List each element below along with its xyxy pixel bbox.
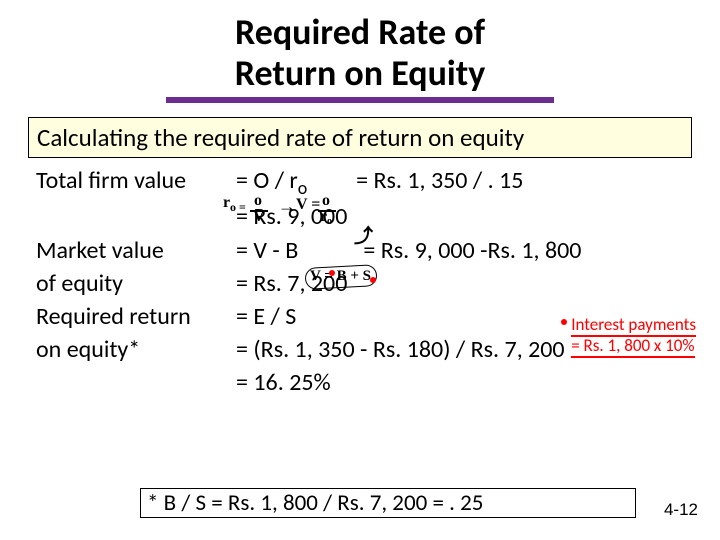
subtitle-box: Calculating the required rate of return … (28, 117, 692, 158)
row-mv: Market value = V - B = Rs. 9, 000 -Rs. 1… (36, 234, 684, 267)
row-tfv: Total firm value = O / ro = Rs. 1, 350 /… (36, 164, 684, 201)
rr-val3: = 16. 25% (236, 366, 684, 399)
hand-frac2 (318, 210, 336, 212)
slide-title: Required Rate of Return on Equity (0, 0, 720, 95)
row-rr3: = 16. 25% (36, 366, 684, 399)
mv-label2: of equity (36, 267, 236, 300)
tfv-val1: = O / ro = Rs. 1, 350 / . 15 (236, 164, 684, 201)
title-line1: Required Rate of (235, 10, 485, 54)
title-underline (166, 97, 554, 103)
tfv-label: Total firm value (36, 164, 236, 201)
page-number: 4-12 (664, 500, 698, 520)
tfv-val2: = Rs. 9, 000 (236, 200, 684, 233)
red-dot-2 (370, 277, 376, 283)
rr-label2: on equity* (36, 333, 236, 366)
hand-vbs-oval (304, 264, 377, 290)
title-line2: Return on Equity (235, 51, 486, 95)
mv-val1: = V - B = Rs. 9, 000 -Rs. 1, 800 (236, 234, 684, 267)
footnote-text: * B / S = Rs. 1, 800 / Rs. 7, 200 = . 25 (147, 489, 483, 517)
subtitle-text: Calculating the required rate of return … (37, 122, 524, 153)
footnote-box: * B / S = Rs. 1, 800 / Rs. 7, 200 = . 25 (140, 488, 636, 518)
red-dot-1 (329, 270, 335, 276)
hand-frac1 (250, 210, 268, 212)
callout-l2: = Rs. 1, 800 x 10% (571, 335, 694, 358)
mv-label1: Market value (36, 234, 236, 267)
row-tfv2: = Rs. 9, 000 (36, 200, 684, 233)
callout-l1: Interest payments (571, 314, 696, 337)
rr-label1: Required return (36, 300, 236, 333)
mv-val2: = Rs. 7, 200 (236, 267, 684, 300)
interest-callout: Interest payments = Rs. 1, 800 x 10% (571, 314, 696, 357)
